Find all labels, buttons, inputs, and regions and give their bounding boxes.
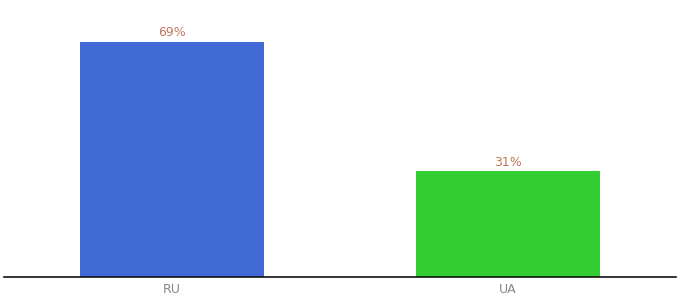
Text: 31%: 31% <box>494 156 522 169</box>
Bar <box>415 171 600 277</box>
Bar <box>80 42 265 277</box>
Text: 69%: 69% <box>158 26 186 39</box>
